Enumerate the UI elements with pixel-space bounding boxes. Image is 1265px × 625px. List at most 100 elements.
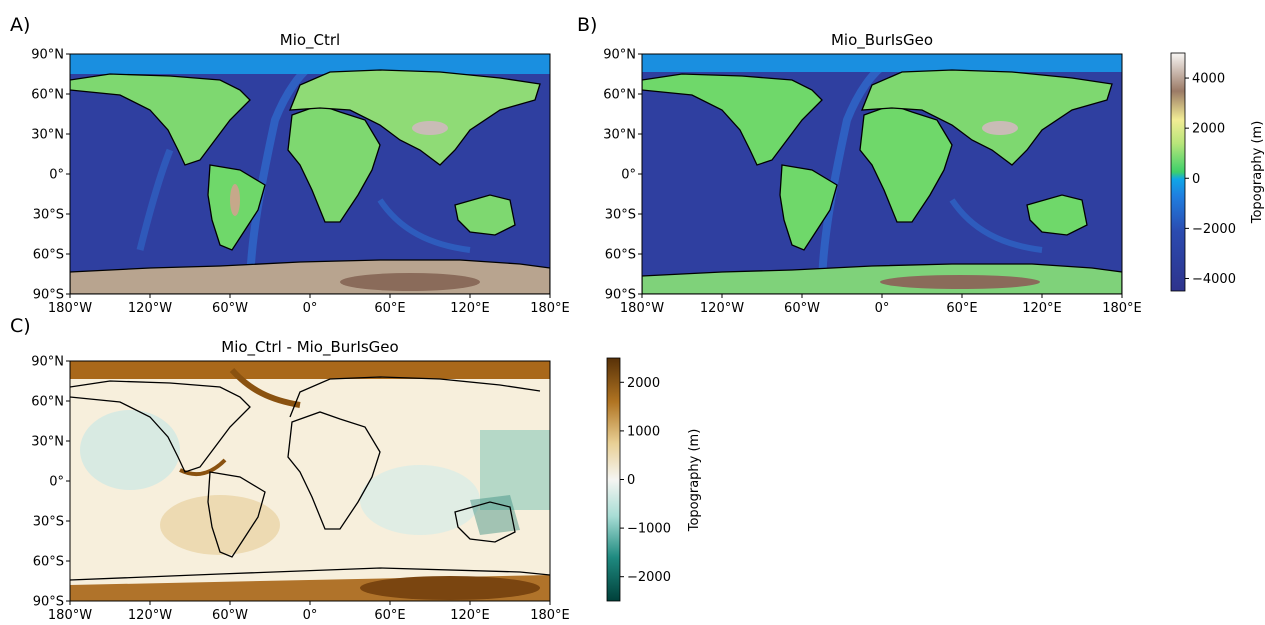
lat-tick-label-b-4: 30°S xyxy=(605,208,636,223)
diff-indian-negative-c xyxy=(360,465,480,535)
lat-tick-label-c-5: 60°S xyxy=(33,555,64,570)
coastlines-c xyxy=(70,376,550,581)
lon-tick-label-b-6: 180°E xyxy=(1102,301,1142,316)
diff-north-atlantic-c xyxy=(229,367,301,408)
colorbar-topography: 4000 2000 0 −2000 −4000 Topography (m) xyxy=(1170,52,1265,292)
lat-axis-a: 90°N 60°N 30°N 0° 30°S 60°S 90°S xyxy=(31,48,70,303)
land-africa-a xyxy=(287,104,381,223)
colorbar-topography-gradient xyxy=(1170,52,1186,292)
colorbar-difference-label: Topography (m) xyxy=(687,429,702,533)
lon-tick-label-b-4: 60°E xyxy=(946,301,977,316)
lon-axis-a: 180°W 120°W 60°W 0° 60°E 120°E 180°E xyxy=(48,294,570,316)
lat-tick-label-b-2: 30°N xyxy=(603,128,636,143)
map-title-c: Mio_Ctrl - Mio_BurIsGeo xyxy=(221,338,398,357)
arctic-shelf-b xyxy=(642,54,1122,72)
lat-tick-label-b-5: 60°S xyxy=(605,248,636,263)
cb-tick-label-top-0: 4000 xyxy=(1192,72,1225,87)
ridge-atlantic-a xyxy=(246,56,322,291)
lon-tick-label-c-5: 120°E xyxy=(450,608,490,623)
panel-letter-c: C) xyxy=(10,315,31,337)
coast-eurasia-c xyxy=(289,376,541,418)
arctic-shelf-a xyxy=(70,54,550,74)
lat-tick-label-c-4: 30°S xyxy=(33,515,64,530)
andes-a xyxy=(230,184,240,216)
land-eurasia-a xyxy=(289,69,541,166)
lon-tick-label-a-0: 180°W xyxy=(48,301,92,316)
lat-tick-label-c-0: 90°N xyxy=(31,355,64,370)
lon-tick-label-a-2: 60°W xyxy=(212,301,248,316)
diff-antarctic-strong-c xyxy=(360,576,540,600)
map-panel-c: C) Mio_Ctrl - Mio_BurIsGeo 90°N 60°N 30°N 0… xyxy=(10,315,570,623)
tibet-plateau-a xyxy=(412,121,448,135)
colorbar-topography-ticks: 4000 2000 0 −2000 −4000 xyxy=(1185,72,1236,287)
colorbar-difference: 2000 1000 0 −1000 −2000 Topography (m) xyxy=(606,357,702,602)
diff-west-pacific-c xyxy=(480,430,550,510)
lon-tick-label-a-6: 180°E xyxy=(530,301,570,316)
lat-axis-b: 90°N 60°N 30°N 0° 30°S 60°S 90°S xyxy=(603,48,642,303)
lon-tick-label-a-3: 0° xyxy=(303,301,318,316)
colorbar-difference-ticks: 2000 1000 0 −1000 −2000 xyxy=(620,376,671,585)
coast-antarctica-c xyxy=(70,567,550,581)
map-b-content xyxy=(642,54,1122,294)
tibet-plateau-b xyxy=(982,121,1018,135)
cb-tick-label-bot-3: −1000 xyxy=(627,522,671,537)
lat-tick-label-a-1: 60°N xyxy=(31,88,64,103)
antarctic-highland-b xyxy=(880,275,1040,289)
lat-tick-label-c-3: 0° xyxy=(49,475,64,490)
map-title-b: Mio_BurIsGeo xyxy=(831,31,933,50)
lon-tick-label-b-5: 120°E xyxy=(1022,301,1062,316)
lon-tick-label-c-2: 60°W xyxy=(212,608,248,623)
panel-letter-a: A) xyxy=(10,14,30,36)
cb-tick-label-top-4: −4000 xyxy=(1192,272,1236,287)
lat-tick-label-c-6: 90°S xyxy=(33,595,64,610)
cb-tick-label-bot-4: −2000 xyxy=(627,570,671,585)
land-north-america-a xyxy=(70,73,251,166)
coast-africa-c xyxy=(287,411,381,530)
cb-tick-label-bot-2: 0 xyxy=(627,473,635,488)
land-south-america-b xyxy=(779,164,838,251)
colorbar-difference-gradient xyxy=(606,357,621,602)
lat-tick-label-b-1: 60°N xyxy=(603,88,636,103)
lon-tick-label-b-2: 60°W xyxy=(784,301,820,316)
ridge-atlantic-b xyxy=(818,56,894,291)
cb-tick-label-bot-0: 2000 xyxy=(627,376,660,391)
cb-tick-label-top-3: −2000 xyxy=(1192,222,1236,237)
colorbar-topography-label: Topography (m) xyxy=(1250,121,1265,225)
lat-tick-label-a-3: 0° xyxy=(49,168,64,183)
coast-north-america-c xyxy=(70,380,251,473)
lon-tick-label-b-1: 120°W xyxy=(700,301,744,316)
coast-australia-c xyxy=(454,501,516,543)
land-australia-b xyxy=(1026,194,1088,236)
lon-axis-c: 180°W 120°W 60°W 0° 60°E 120°E 180°E xyxy=(48,601,570,623)
lat-tick-label-c-1: 60°N xyxy=(31,395,64,410)
lon-tick-label-c-1: 120°W xyxy=(128,608,172,623)
map-panel-b: B) Mio_BurIsGeo 90°N60°N30°N0°30°S60°S90… xyxy=(577,14,1142,316)
lon-tick-label-b-0: 180°W xyxy=(620,301,664,316)
cb-tick-label-bot-1: 1000 xyxy=(627,424,660,439)
lat-tick-label-b-0: 90°N xyxy=(603,48,636,63)
lon-tick-label-c-3: 0° xyxy=(303,608,318,623)
map-title-a: Mio_Ctrl xyxy=(280,31,340,50)
land-africa-b xyxy=(859,104,953,223)
panel-letter-b: B) xyxy=(577,14,597,36)
land-australia-a xyxy=(454,194,516,236)
lat-tick-label-a-5: 60°S xyxy=(33,248,64,263)
diff-arctic-c xyxy=(70,361,550,379)
lat-tick-label-a-4: 30°S xyxy=(33,208,64,223)
map-a-content xyxy=(70,54,550,294)
lon-tick-label-c-0: 180°W xyxy=(48,608,92,623)
diff-south-positive-c xyxy=(160,495,280,555)
cb-tick-label-top-1: 2000 xyxy=(1192,122,1225,137)
lon-tick-label-c-4: 60°E xyxy=(374,608,405,623)
lon-axis-b: 180°W 120°W 60°W 0° 60°E 120°E 180°E xyxy=(620,294,1142,316)
land-north-america-b xyxy=(642,73,823,166)
ridge-pacific-a xyxy=(136,148,174,251)
lon-tick-label-a-5: 120°E xyxy=(450,301,490,316)
map-c-content xyxy=(70,361,550,601)
lat-axis-c: 90°N 60°N 30°N 0° 30°S 60°S 90°S xyxy=(31,355,70,610)
antarctic-highland-a xyxy=(340,273,480,291)
map-panel-a: A) Mio_Ctrl 90°N 60°N 30°N 0° 30°S 60°S 90°S 1… xyxy=(10,14,570,316)
lon-tick-label-a-1: 120°W xyxy=(128,301,172,316)
land-eurasia-b xyxy=(861,69,1113,166)
